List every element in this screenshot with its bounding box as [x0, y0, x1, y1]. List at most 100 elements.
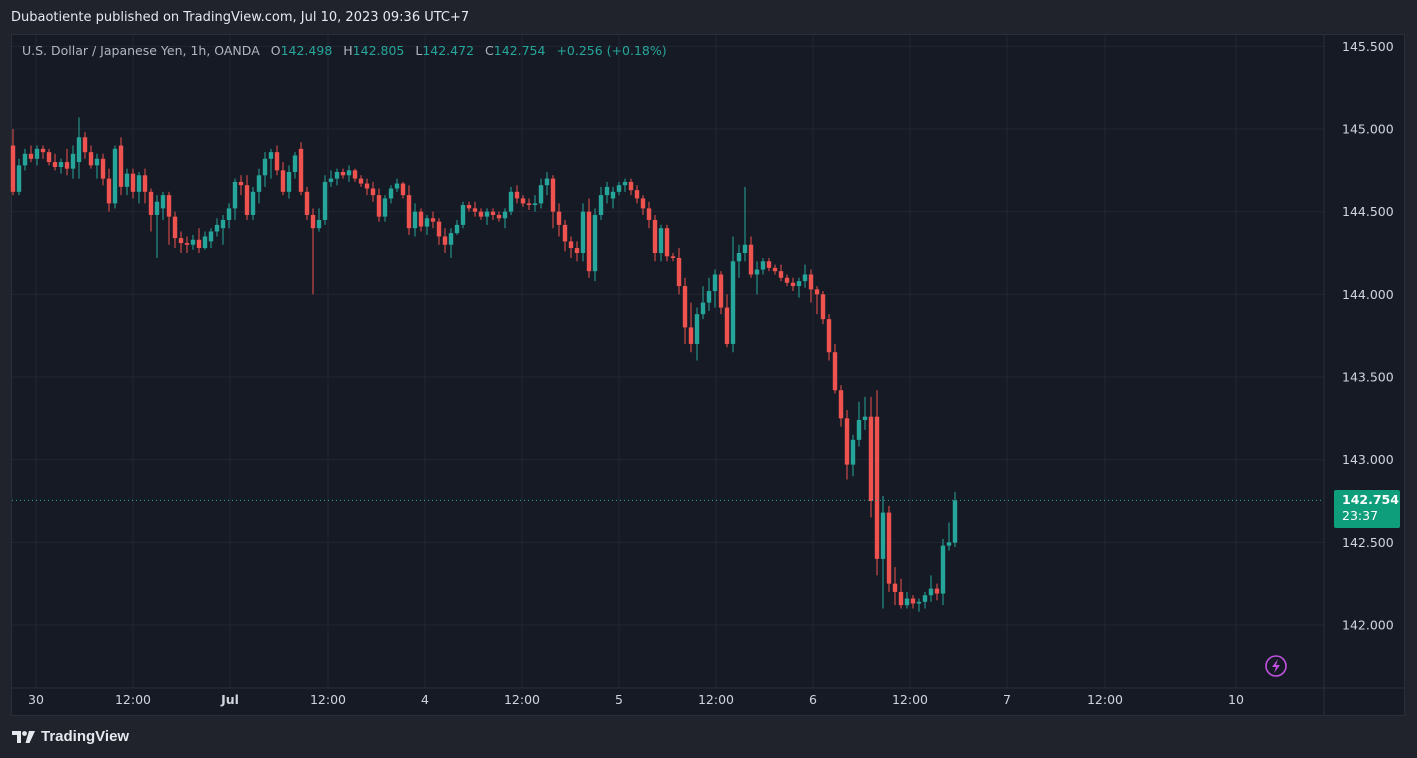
- candle-body: [742, 244, 748, 253]
- candle-body: [508, 191, 514, 212]
- candle-body: [904, 598, 910, 606]
- time-axis[interactable]: 30 12:00 Jul 12:00 4 12:00 5 12:00 6 12:00 7 12:00 1…: [12, 687, 1404, 707]
- candle-body: [550, 178, 556, 212]
- price-tick-label: 145.500: [1342, 39, 1394, 54]
- publish-info: Dubaotiente published on TradingView.com…: [11, 10, 470, 25]
- candle-body: [316, 219, 322, 229]
- candle: [742, 186, 748, 262]
- candle-body: [514, 191, 520, 199]
- candle: [130, 168, 136, 199]
- candle-body: [10, 145, 16, 192]
- candle-body: [532, 203, 538, 206]
- candle-body: [916, 601, 922, 604]
- candle: [490, 208, 496, 220]
- candle: [676, 248, 682, 295]
- candle-body: [112, 148, 118, 204]
- candle: [184, 236, 190, 253]
- candle-body: [190, 239, 196, 245]
- candle: [790, 277, 796, 292]
- candle-body: [556, 211, 562, 225]
- time-tick-label: 6: [809, 692, 817, 707]
- candle-body: [262, 158, 268, 176]
- candle: [610, 186, 616, 209]
- bar-countdown: 23:37: [1342, 508, 1379, 523]
- price-tick-label: 143.500: [1342, 370, 1394, 385]
- candle: [370, 181, 376, 202]
- candle: [694, 307, 700, 361]
- close-value: 142.754: [493, 43, 546, 58]
- candle: [622, 178, 628, 192]
- symbol-title[interactable]: U.S. Dollar / Japanese Yen, 1h, OANDA: [22, 43, 260, 58]
- candle-body: [910, 598, 916, 604]
- candle: [718, 271, 724, 315]
- high-value: 142.805: [352, 43, 405, 58]
- candle-body: [628, 181, 634, 191]
- candle-body: [898, 591, 904, 606]
- candle: [682, 277, 688, 344]
- chart-panel[interactable]: [11, 34, 1405, 716]
- candle: [58, 158, 64, 174]
- candle: [190, 234, 196, 250]
- candle: [82, 132, 88, 159]
- candle: [550, 175, 556, 229]
- candle: [52, 153, 58, 171]
- candle-body: [484, 211, 490, 217]
- candle: [472, 201, 478, 217]
- tradingview-logo[interactable]: TradingView: [12, 728, 129, 745]
- publish-bar: Dubaotiente published on TradingView.com…: [0, 0, 1417, 34]
- candle-body: [940, 545, 946, 594]
- candle: [538, 178, 544, 209]
- candle-body: [46, 152, 52, 163]
- candle: [784, 274, 790, 287]
- candle: [916, 598, 922, 612]
- candle-body: [886, 512, 892, 584]
- candle: [250, 186, 256, 220]
- candle-body: [388, 188, 394, 199]
- candle: [778, 264, 784, 282]
- candle-body: [466, 205, 472, 209]
- alert-lightning-icon[interactable]: [1265, 655, 1287, 677]
- candle: [658, 224, 664, 262]
- candle-body: [922, 595, 928, 602]
- candle: [376, 188, 382, 222]
- candle-body: [202, 236, 208, 249]
- candle-body: [238, 181, 244, 186]
- candle: [268, 148, 274, 179]
- candle-body: [346, 170, 352, 176]
- candle: [334, 168, 340, 186]
- candle-body: [562, 224, 568, 242]
- candle: [502, 208, 508, 229]
- candle-body: [820, 294, 826, 320]
- candle: [664, 224, 670, 262]
- candle-body: [640, 198, 646, 209]
- candle: [322, 175, 328, 225]
- candle: [10, 129, 16, 196]
- candle-body: [718, 274, 724, 308]
- candle-body: [658, 228, 664, 253]
- candle-body: [430, 218, 436, 222]
- candle: [136, 171, 142, 204]
- candle: [40, 145, 46, 159]
- candle-body: [952, 500, 958, 543]
- candle: [652, 214, 658, 262]
- time-tick-label: 12:00: [698, 692, 734, 707]
- candle: [646, 201, 652, 229]
- candle-body: [934, 588, 940, 594]
- candle-body: [754, 269, 760, 275]
- candle: [256, 168, 262, 204]
- candle: [928, 575, 934, 602]
- price-axis[interactable]: 145.500 145.000 144.500 144.000 143.500 143.0…: [1323, 35, 1394, 715]
- candle-body: [220, 219, 226, 229]
- candle: [496, 211, 502, 222]
- candle-body: [478, 211, 484, 217]
- candle: [64, 148, 70, 176]
- candle-body: [796, 281, 802, 287]
- candle: [616, 181, 622, 196]
- candle: [628, 178, 634, 196]
- brand-name: TradingView: [41, 728, 130, 745]
- candle-body: [580, 211, 586, 253]
- candle: [478, 208, 484, 220]
- candle-body: [160, 195, 166, 209]
- footer-bar: [0, 716, 1417, 758]
